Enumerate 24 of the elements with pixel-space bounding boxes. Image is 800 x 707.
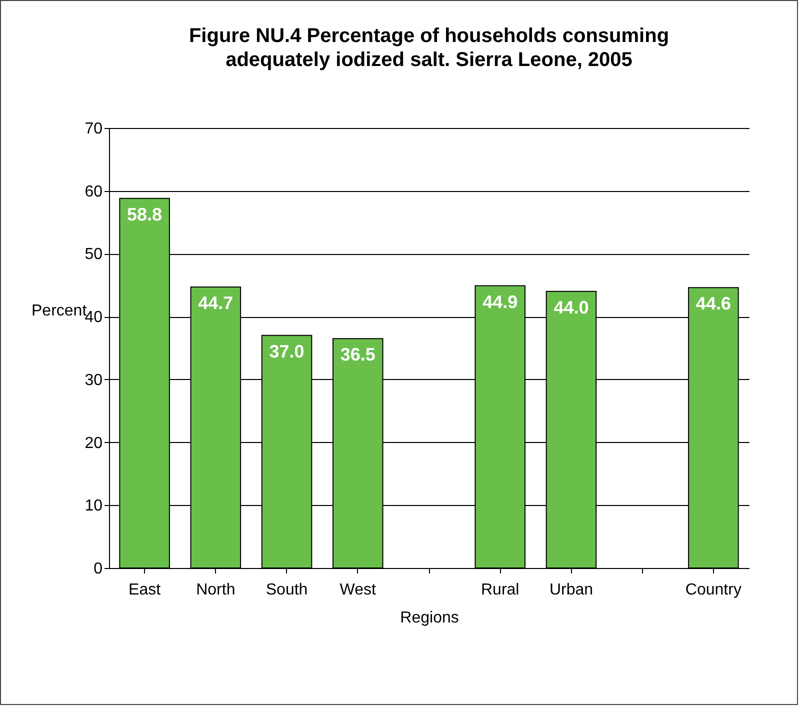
x-axis-title: Regions	[400, 610, 459, 626]
x-tick-label: West	[340, 582, 377, 598]
y-tick-label: 10	[84, 498, 103, 515]
data-label: 44.9	[482, 292, 518, 312]
x-tick-label: East	[128, 582, 162, 598]
x-tick-label: Country	[685, 582, 742, 598]
data-label: 44.6	[696, 294, 731, 314]
y-tick-label: 50	[84, 246, 103, 264]
y-tick-label: 20	[84, 434, 103, 452]
y-tick-label: 60	[84, 183, 103, 200]
chart-title: Figure NU.4 Percentage of households consuming adequately iodized salt. Sierra Leone, 2005	[188, 25, 670, 71]
y-tick-label: 40	[84, 309, 103, 326]
y-tick-label: 70	[84, 120, 103, 138]
x-tick-label: North	[196, 582, 236, 598]
data-label: 44.0	[554, 297, 589, 318]
data-label: 37.0	[269, 341, 304, 362]
x-tick-label: South	[266, 582, 308, 598]
data-label: 36.5	[340, 344, 376, 365]
y-tick-label: 0	[94, 560, 103, 578]
x-tick-label: Urban	[549, 582, 594, 598]
y-tick-label: 30	[84, 372, 103, 389]
data-label: 58.8	[127, 204, 162, 224]
x-tick-label: Rural	[480, 582, 520, 598]
data-label: 44.7	[198, 293, 234, 314]
